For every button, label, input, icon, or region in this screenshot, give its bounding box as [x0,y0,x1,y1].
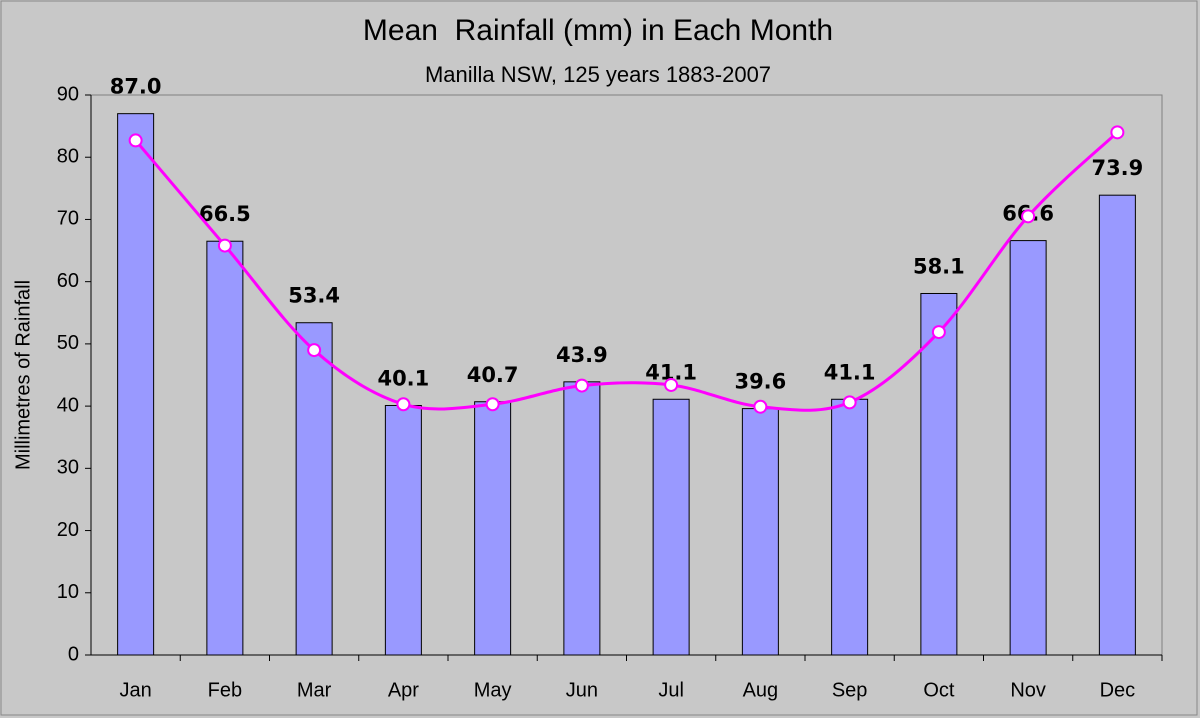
y-tick-label: 30 [57,457,79,479]
bar [920,292,958,656]
x-tick-label: Jun [566,679,598,701]
y-tick-label: 60 [57,270,79,292]
y-tick-label: 70 [57,208,79,230]
bar [295,322,333,656]
trend-line [134,131,1119,412]
x-tick-label: Aug [743,679,779,701]
line-marker [128,133,143,148]
line-marker [574,378,589,393]
line-marker [842,395,857,410]
bar [831,398,869,656]
line-marker [664,377,679,392]
y-axis-label: Millimetres of Rainfall [12,280,34,470]
chart-subtitle: Manilla NSW, 125 years 1883-2007 [425,62,771,87]
y-tick-label: 20 [57,519,79,541]
line-marker [485,397,500,412]
value-label: 41.1 [824,360,876,384]
bar [741,408,779,656]
line-marker [753,399,768,414]
line-marker [931,325,946,340]
bar [563,381,601,656]
x-tick-label: Sep [832,679,868,701]
value-label: 87.0 [110,75,162,99]
y-tick-label: 40 [57,394,79,416]
value-label: 40.7 [467,363,519,387]
bar [117,113,155,656]
bar [1098,194,1136,656]
x-tick-label: May [474,679,512,701]
value-label: 40.1 [377,366,429,390]
x-tick-label: Mar [297,679,332,701]
x-tick-label: Oct [923,679,955,701]
x-tick-label: Dec [1100,679,1136,701]
x-tick-label: Feb [208,679,242,701]
value-label: 53.4 [288,284,340,308]
bar [1009,240,1047,656]
line-marker [1110,125,1125,140]
y-tick-label: 90 [57,83,79,105]
x-tick-label: Jul [658,679,684,701]
x-tick-label: Jan [120,679,152,701]
value-label: 43.9 [556,343,608,367]
chart-title: Mean Rainfall (mm) in Each Month [363,14,833,47]
y-tick-label: 80 [57,146,79,168]
value-label: 73.9 [1091,156,1143,180]
line-marker [307,343,322,358]
bar [652,398,690,656]
value-label: 58.1 [913,254,965,278]
x-tick-label: Apr [388,679,419,701]
value-label: 39.6 [734,370,786,394]
line-marker [1021,209,1036,224]
line-marker [396,397,411,412]
line-marker [217,238,232,253]
bar [384,404,422,656]
value-label: 66.5 [199,202,251,226]
plot-area [90,94,1163,656]
y-tick-label: 0 [68,643,79,665]
x-tick-label: Nov [1010,679,1046,701]
bar [206,240,244,656]
bar [474,401,512,656]
y-tick-label: 50 [57,332,79,354]
y-tick-label: 10 [57,581,79,603]
